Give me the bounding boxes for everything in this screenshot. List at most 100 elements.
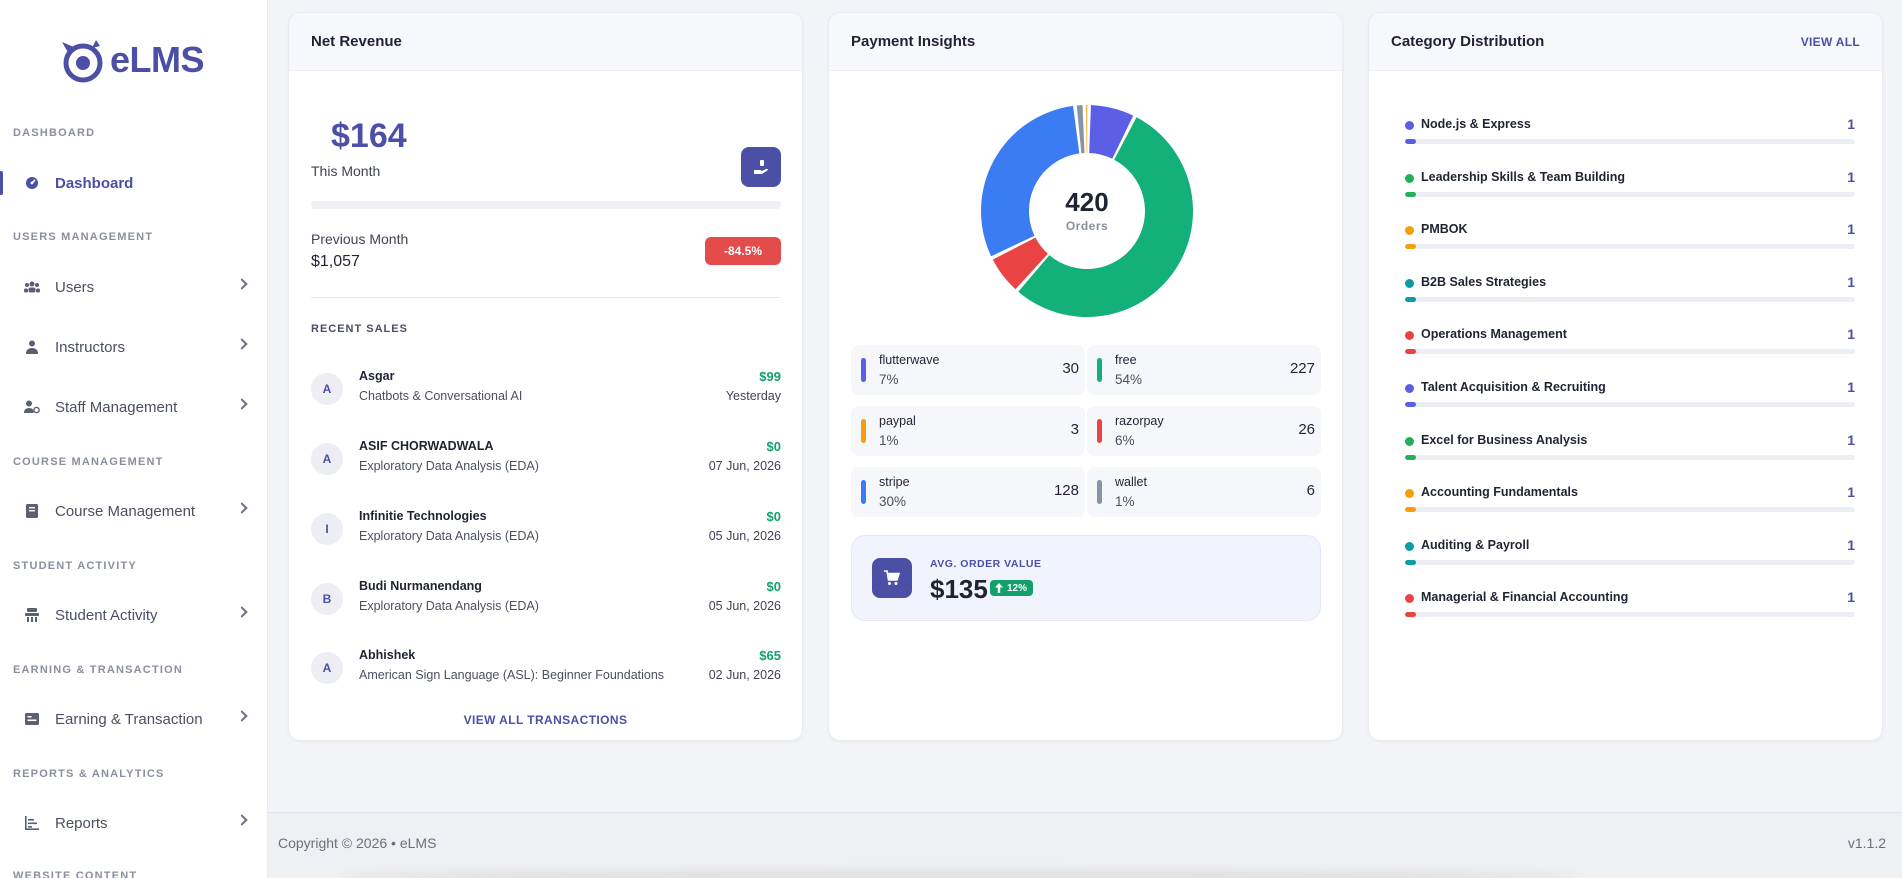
sidebar-item-staff-management[interactable]: Staff Management — [0, 387, 267, 427]
nav-section-student-activity: STUDENT ACTIVITY — [13, 560, 137, 572]
donut-slice-paypal[interactable] — [1086, 104, 1088, 154]
card-title: Payment Insights — [851, 33, 976, 50]
card-title: Net Revenue — [311, 33, 402, 50]
chevron-right-icon — [236, 710, 248, 722]
avatar: B — [311, 583, 343, 615]
category-count: 1 — [1847, 116, 1855, 132]
sidebar-item-instructors[interactable]: Instructors — [0, 327, 267, 367]
sidebar-item-earning-transaction[interactable]: Earning & Transaction — [0, 699, 267, 739]
sidebar: eLMS DASHBOARD Dashboard USERS MANAGEMEN… — [0, 0, 268, 878]
method-percent: 1% — [879, 433, 899, 448]
donut-slice-flutterwave[interactable] — [1089, 105, 1134, 159]
donut-slice-wallet[interactable] — [1076, 105, 1085, 154]
category-color-dot — [1405, 331, 1414, 340]
method-name: stripe — [879, 475, 910, 489]
avg-order-value: $135 — [930, 574, 988, 604]
sidebar-item-users[interactable]: Users — [0, 267, 267, 307]
app-logo[interactable]: eLMS — [56, 36, 205, 84]
category-item[interactable]: Node.js & Express 1 — [1405, 115, 1855, 155]
sale-customer-name: Asgar — [359, 369, 395, 383]
chevron-right-icon — [236, 606, 248, 618]
payment-method-razorpay: razorpay 6% 26 — [1087, 406, 1321, 456]
sidebar-item-label: Course Management — [55, 502, 196, 520]
category-item[interactable]: Managerial & Financial Accounting 1 — [1405, 588, 1855, 628]
sale-course-name: Exploratory Data Analysis (EDA) — [359, 459, 539, 473]
sidebar-item-label: Reports — [55, 814, 108, 832]
category-bar-fill — [1405, 297, 1417, 302]
sale-row[interactable]: A Asgar Chatbots & Conversational AI $99… — [311, 367, 781, 411]
sidebar-item-dashboard[interactable]: Dashboard — [0, 163, 267, 203]
donut-slice-stripe[interactable] — [981, 105, 1080, 257]
category-item[interactable]: B2B Sales Strategies 1 — [1405, 273, 1855, 313]
staff-icon — [24, 399, 40, 415]
category-item[interactable]: Talent Acquisition & Recruiting 1 — [1405, 378, 1855, 418]
category-bar-fill — [1405, 349, 1417, 354]
method-name: razorpay — [1115, 414, 1164, 428]
donut-slice-razorpay[interactable] — [992, 237, 1048, 290]
category-count: 1 — [1847, 379, 1855, 395]
sidebar-item-label: Instructors — [55, 338, 126, 356]
method-name: wallet — [1115, 475, 1147, 489]
category-name: Accounting Fundamentals — [1421, 485, 1578, 499]
sale-course-name: American Sign Language (ASL): Beginner F… — [359, 668, 665, 682]
sidebar-item-student-activity[interactable]: Student Activity — [0, 595, 267, 635]
method-count: 227 — [1289, 360, 1315, 377]
avg-order-change: 12% — [1007, 582, 1028, 594]
payment-insights-card: Payment Insights 420 Orders flutterwave … — [828, 12, 1343, 741]
category-color-dot — [1405, 489, 1414, 498]
reports-icon — [24, 815, 40, 831]
category-item[interactable]: Accounting Fundamentals 1 — [1405, 483, 1855, 523]
category-count: 1 — [1847, 326, 1855, 342]
category-bar-fill — [1405, 402, 1417, 407]
sale-amount: $0 — [766, 439, 781, 454]
category-bar-track — [1405, 507, 1855, 512]
category-count: 1 — [1847, 169, 1855, 185]
method-percent: 7% — [879, 372, 899, 387]
category-count: 1 — [1847, 537, 1855, 553]
sale-row[interactable]: A Abhishek American Sign Language (ASL):… — [311, 646, 781, 690]
sale-date: 05 Jun, 2026 — [708, 529, 781, 543]
method-percent: 54% — [1115, 372, 1143, 387]
category-bar-track — [1405, 612, 1855, 617]
view-all-categories-link[interactable]: VIEW ALL — [1800, 34, 1860, 49]
category-item[interactable]: Operations Management 1 — [1405, 325, 1855, 365]
chevron-right-icon — [236, 814, 248, 826]
category-name: Talent Acquisition & Recruiting — [1421, 380, 1606, 394]
method-color-bar — [861, 358, 866, 382]
method-name: flutterwave — [879, 353, 940, 367]
category-bar-fill — [1405, 192, 1417, 197]
donut-slice-free[interactable] — [1018, 117, 1193, 317]
sidebar-item-course-management[interactable]: Course Management — [0, 491, 267, 531]
payment-method-wallet: wallet 1% 6 — [1087, 467, 1321, 517]
category-item[interactable]: Excel for Business Analysis 1 — [1405, 431, 1855, 471]
card-header: Payment Insights — [829, 13, 1342, 71]
category-name: Operations Management — [1421, 327, 1567, 341]
category-bar-track — [1405, 139, 1855, 144]
divider — [311, 297, 781, 298]
money-icon — [24, 711, 40, 727]
logo-icon — [62, 40, 103, 83]
method-color-bar — [1097, 419, 1102, 443]
category-bar-fill — [1405, 560, 1417, 565]
payment-method-flutterwave: flutterwave 7% 30 — [851, 345, 1085, 395]
chevron-right-icon — [236, 502, 248, 514]
method-count: 128 — [1053, 482, 1079, 499]
sale-row[interactable]: I Infinitie Technologies Exploratory Dat… — [311, 507, 781, 551]
sidebar-item-reports[interactable]: Reports — [0, 803, 267, 843]
view-all-transactions-link[interactable]: VIEW ALL TRANSACTIONS — [463, 713, 628, 727]
revenue-action-button[interactable] — [741, 147, 781, 187]
sale-customer-name: ASIF CHORWADWALA — [359, 439, 494, 453]
category-item[interactable]: Leadership Skills & Team Building 1 — [1405, 168, 1855, 208]
sale-row[interactable]: A ASIF CHORWADWALA Exploratory Data Anal… — [311, 437, 781, 481]
category-bar-fill — [1405, 612, 1417, 617]
payment-method-free: free 54% 227 — [1087, 345, 1321, 395]
category-item[interactable]: PMBOK 1 — [1405, 220, 1855, 260]
arrow-up-icon — [995, 583, 1003, 593]
method-color-bar — [861, 480, 866, 504]
category-bar-track — [1405, 297, 1855, 302]
method-count: 26 — [1298, 421, 1315, 438]
nav-section-users-management: USERS MANAGEMENT — [13, 231, 154, 243]
nav-section-earning-transaction: EARNING & TRANSACTION — [13, 664, 184, 676]
category-item[interactable]: Auditing & Payroll 1 — [1405, 536, 1855, 576]
sale-row[interactable]: B Budi Nurmanendang Exploratory Data Ana… — [311, 577, 781, 621]
